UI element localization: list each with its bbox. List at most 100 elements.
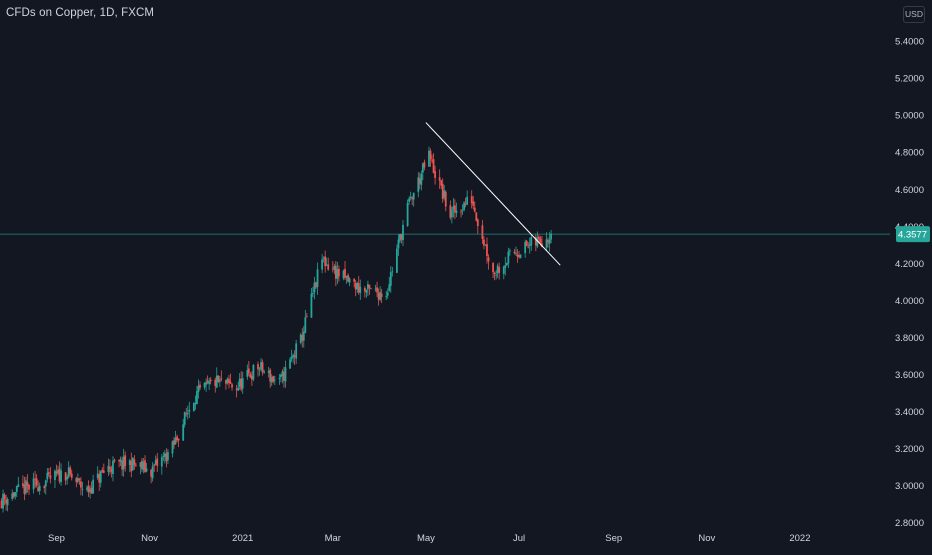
candle bbox=[389, 266, 392, 293]
candle bbox=[279, 373, 282, 383]
candle bbox=[151, 462, 154, 482]
candle bbox=[418, 172, 421, 190]
candle bbox=[290, 349, 293, 362]
candle bbox=[537, 234, 540, 243]
candle bbox=[257, 361, 259, 377]
candle bbox=[246, 364, 249, 380]
trendline[interactable] bbox=[425, 122, 561, 266]
candle bbox=[0, 497, 3, 509]
price-tick-label: 3.0000 bbox=[895, 481, 924, 492]
candle bbox=[194, 395, 197, 410]
candle bbox=[481, 220, 484, 244]
time-tick-label: Sep bbox=[605, 533, 622, 544]
candle bbox=[283, 366, 285, 388]
candle bbox=[333, 263, 336, 275]
candle bbox=[421, 162, 424, 181]
candle bbox=[507, 247, 510, 269]
candle bbox=[518, 250, 520, 259]
price-tick-label: 4.8000 bbox=[895, 148, 924, 159]
candle bbox=[12, 492, 15, 499]
candle bbox=[440, 179, 443, 190]
candle bbox=[87, 480, 90, 498]
candle bbox=[118, 459, 120, 468]
candle bbox=[310, 288, 313, 319]
candle bbox=[131, 457, 134, 471]
candle bbox=[6, 497, 9, 512]
candle bbox=[98, 470, 101, 491]
candle bbox=[412, 192, 415, 207]
candle bbox=[272, 375, 275, 384]
candle bbox=[261, 359, 264, 376]
candle bbox=[299, 332, 302, 345]
candle bbox=[411, 195, 414, 206]
candle bbox=[325, 257, 328, 267]
currency-button[interactable]: USD bbox=[903, 6, 925, 23]
candle bbox=[429, 148, 432, 167]
candle bbox=[80, 477, 82, 496]
candle bbox=[208, 377, 211, 390]
candle bbox=[156, 452, 159, 472]
candle bbox=[466, 190, 469, 206]
candle bbox=[185, 408, 188, 417]
candle bbox=[353, 277, 356, 288]
time-tick-label: Nov bbox=[698, 533, 715, 544]
candle bbox=[344, 260, 346, 281]
candle bbox=[267, 366, 270, 378]
candle bbox=[182, 418, 185, 441]
candle bbox=[432, 153, 435, 174]
last-price-label: 4.3577 bbox=[898, 230, 927, 241]
candle bbox=[67, 461, 70, 479]
symbol-title: CFDs on Copper, 1D, FXCM bbox=[6, 7, 155, 19]
candle bbox=[336, 261, 339, 285]
candle bbox=[356, 281, 359, 293]
candle bbox=[315, 281, 317, 289]
candle bbox=[273, 375, 276, 385]
candle bbox=[281, 369, 284, 384]
price-tick-label: 5.2000 bbox=[895, 74, 924, 85]
candle bbox=[119, 456, 122, 466]
candle bbox=[504, 256, 507, 276]
candle bbox=[199, 381, 201, 391]
candle bbox=[295, 339, 298, 364]
candle bbox=[513, 249, 516, 255]
candle bbox=[460, 209, 462, 218]
time-tick-label: Sep bbox=[48, 533, 65, 544]
candle bbox=[17, 476, 20, 488]
candle bbox=[154, 455, 157, 466]
candle bbox=[34, 470, 37, 488]
candle bbox=[49, 467, 52, 484]
candle bbox=[354, 279, 357, 297]
candle bbox=[177, 438, 180, 448]
candle bbox=[99, 470, 102, 488]
candle bbox=[486, 237, 488, 264]
candle bbox=[476, 218, 479, 234]
candle bbox=[145, 463, 148, 473]
candle bbox=[26, 474, 29, 493]
candle bbox=[78, 477, 81, 485]
candle bbox=[342, 269, 345, 281]
axes-layer: 5.40005.20005.00004.80004.60004.40004.20… bbox=[48, 37, 930, 544]
candle bbox=[249, 372, 252, 378]
candle bbox=[70, 469, 73, 481]
candle bbox=[160, 454, 163, 475]
candle bbox=[269, 368, 272, 388]
candle bbox=[420, 170, 423, 191]
candle bbox=[472, 195, 475, 210]
candle bbox=[399, 233, 401, 244]
candle bbox=[214, 377, 217, 393]
candle bbox=[368, 284, 371, 295]
candle bbox=[550, 230, 552, 244]
candle bbox=[142, 457, 145, 474]
candle bbox=[176, 434, 178, 443]
candle bbox=[487, 254, 490, 270]
candle bbox=[548, 232, 551, 252]
price-tick-label: 4.6000 bbox=[895, 185, 924, 196]
candle bbox=[76, 473, 79, 484]
candle bbox=[183, 411, 186, 428]
candle bbox=[237, 381, 240, 392]
candle bbox=[21, 475, 24, 489]
candle bbox=[263, 369, 265, 375]
candle bbox=[186, 405, 189, 420]
